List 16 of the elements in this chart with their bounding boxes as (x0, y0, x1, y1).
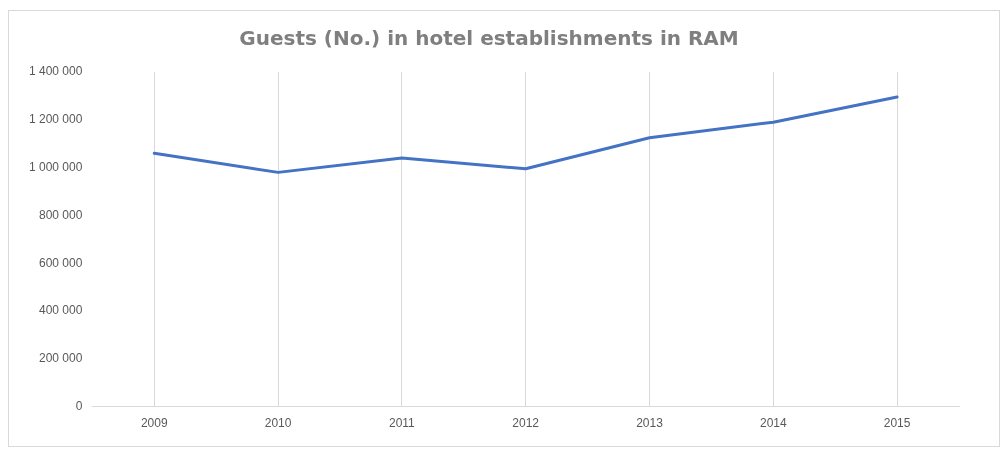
x-tick-label: 2011 (388, 416, 416, 431)
y-tick-label: 1 200 000 (28, 112, 83, 127)
y-tick-label: 600 000 (38, 255, 83, 270)
y-tick-label: 1 400 000 (28, 64, 83, 79)
chart-title: Guests (No.) in hotel establishments in RAM (239, 26, 739, 51)
x-tick-label: 2009 (140, 416, 168, 431)
x-tick-label: 2014 (759, 416, 787, 431)
x-tick-label: 2010 (264, 416, 292, 431)
y-tick-label: 200 000 (38, 351, 83, 366)
y-tick-label: 0 (75, 398, 83, 413)
y-tick-label: 800 000 (38, 207, 83, 222)
x-tick-label: 2015 (883, 416, 911, 431)
y-tick-label: 1 000 000 (28, 159, 83, 174)
y-tick-label: 400 000 (38, 303, 83, 318)
x-tick-label: 2013 (636, 416, 664, 431)
x-tick-label: 2012 (512, 416, 540, 431)
